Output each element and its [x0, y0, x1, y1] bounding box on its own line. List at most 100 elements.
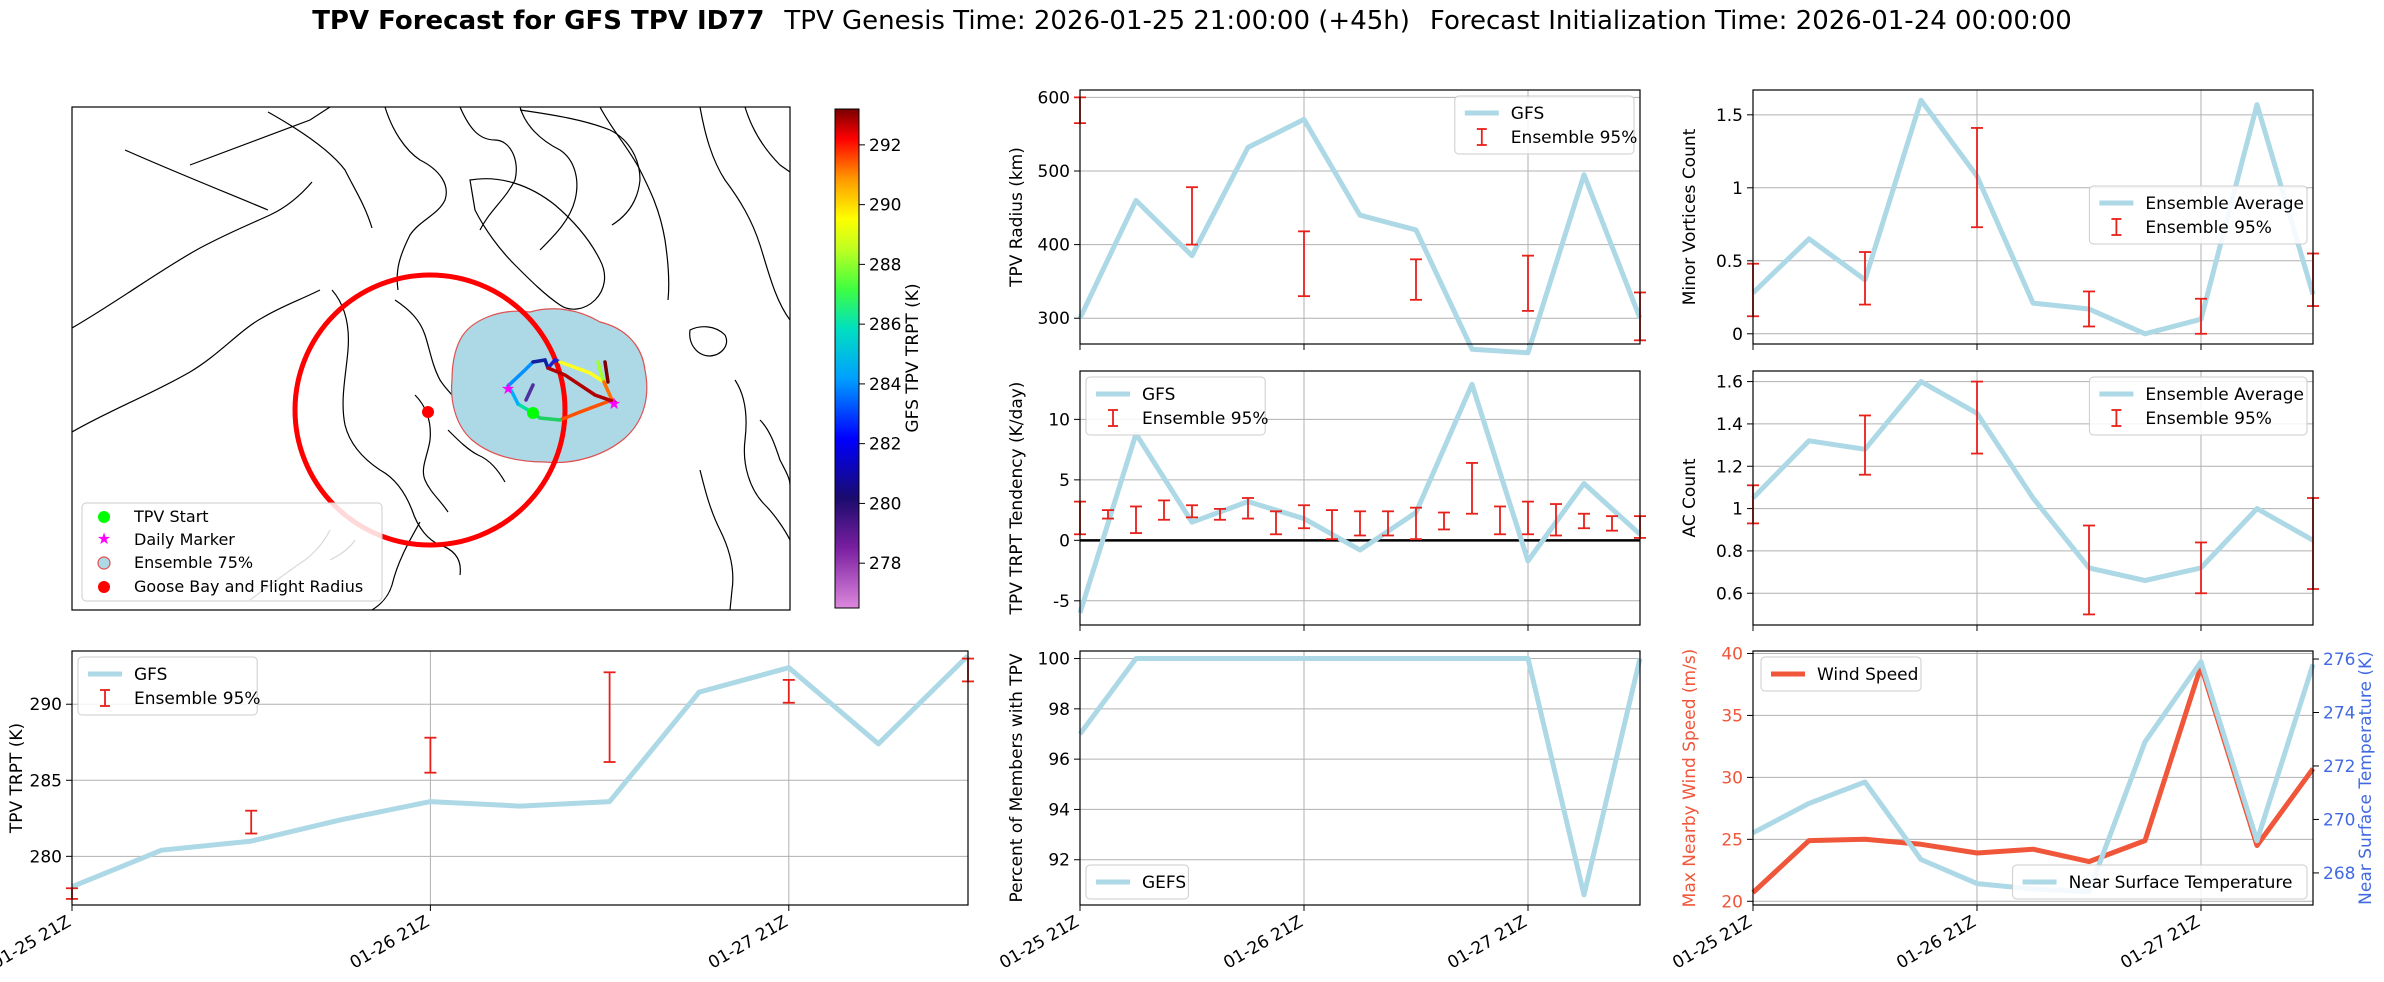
y-tick-label: 1.4: [1716, 415, 1743, 435]
legend-label: Ensemble 95%: [1142, 409, 1269, 429]
legend-box: [1085, 376, 1266, 436]
legend-daily-label: Daily Marker: [134, 530, 235, 549]
y-tick-label: 290: [30, 695, 62, 715]
legend: Ensemble Average Ensemble 95%: [2088, 376, 2308, 436]
legend-box: [2012, 864, 2308, 900]
axes-frame: [1752, 650, 2314, 906]
x-tick-label: 01-27 21Z: [2117, 912, 2203, 973]
y-tick-label: 280: [30, 847, 62, 867]
series-line: [1077, 656, 1643, 898]
y-tick-label: 285: [30, 771, 62, 791]
legend: GFS Ensemble 95%: [1454, 95, 1638, 155]
legend-goose-icon: [98, 581, 110, 593]
y-right-tick-label: 274: [2323, 703, 2355, 723]
colorbar-tick-label: 292: [869, 136, 901, 156]
y-tick-label: -5: [1053, 592, 1070, 612]
legend-label: Ensemble 95%: [2145, 218, 2272, 238]
axes-frame: [71, 650, 969, 906]
colorbar-tick-label: 288: [869, 255, 901, 275]
map-legend: ★ TPV Start Daily Marker Ensemble 75% Go…: [81, 502, 383, 602]
chart-ac: 0.6 0.8 1 1.2 1.4 1.6 AC Count Ensemble Average…: [1680, 370, 2319, 631]
colorbar-tick-label: 284: [869, 375, 901, 395]
axes-frame: [1752, 370, 2314, 626]
x-tick-label: 01-26 21Z: [347, 912, 433, 973]
title-genesis: TPV Genesis Time: 2026-01-25 21:00:00 (+…: [784, 6, 1410, 36]
colorbar-tick-label: 290: [869, 196, 901, 216]
title-bold: TPV Forecast for GFS TPV ID77: [312, 6, 765, 36]
y-tick-label: 0: [1732, 325, 1743, 345]
chart-percent: 92 94 96 98 100 01-25 21Z 01-26 21Z 01-27 21Z Pe…: [996, 650, 1643, 973]
ensemble-75-area: [450, 308, 648, 464]
y-axis-label: AC Count: [1680, 458, 1700, 537]
legend-label: Ensemble Average: [2145, 194, 2304, 214]
y-right-tick-label: 272: [2323, 757, 2355, 777]
colorbar-ticks: 278 280 282 284 286 288 290 292: [859, 136, 901, 574]
y-tick-label: 98: [1048, 700, 1070, 720]
y-tick-label: 1.2: [1716, 457, 1743, 477]
series-line: [1751, 97, 2316, 337]
legend: Near Surface Temperature: [2012, 864, 2308, 900]
series-line: [1751, 663, 2316, 895]
y-tick-label: 35: [1721, 706, 1743, 726]
axes-frame: [1079, 650, 1641, 906]
legend-box: [2088, 185, 2308, 245]
legend-label: GEFS: [1142, 873, 1186, 893]
y-tick-label: 1: [1732, 179, 1743, 199]
legend-box: [77, 656, 258, 716]
colorbar-tick-label: 278: [869, 554, 901, 574]
y-tick-label: 40: [1721, 644, 1743, 664]
legend-start-label: TPV Start: [133, 507, 209, 526]
y-axis-label: Max Nearby Wind Speed (m/s): [1680, 649, 1700, 908]
x-tick-label: 01-26 21Z: [1893, 912, 1979, 973]
y-tick-label: 1: [1732, 500, 1743, 520]
y-tick-label: 100: [1038, 650, 1070, 670]
x-tick-label: 01-26 21Z: [1220, 912, 1306, 973]
y-tick-label: 600: [1038, 88, 1070, 108]
legend-label: Ensemble 95%: [1511, 128, 1638, 148]
tpv-start-marker: [527, 407, 539, 419]
series-line: [1751, 379, 2315, 583]
y-tick-label: 10: [1048, 410, 1070, 430]
figure-title: TPV Forecast for GFS TPV ID77 TPV Genesis…: [0, 6, 2384, 36]
y-tick-label: 0: [1059, 531, 1070, 551]
legend-daily-icon: ★: [97, 529, 111, 548]
colorbar-tick-label: 282: [869, 435, 901, 455]
daily-marker-1: ★: [501, 379, 515, 398]
legend-box: [1760, 656, 1922, 692]
x-tick-label: 01-27 21Z: [705, 912, 791, 973]
coastlines: [72, 107, 790, 610]
map-panel: ★ ★ ★ TPV Start Daily Marker Ensemble 75…: [71, 106, 923, 611]
legend-label: GFS: [1511, 104, 1544, 124]
legend: GFS Ensemble 95%: [77, 656, 261, 716]
y-tick-label: 20: [1721, 892, 1743, 912]
y-axis-label: TPV Radius (km): [1007, 147, 1027, 288]
y-tick-label: 0.6: [1716, 584, 1743, 604]
daily-marker-2: ★: [607, 394, 621, 413]
legend-label: GFS: [134, 665, 167, 685]
legend-label: GFS: [1142, 385, 1175, 405]
series-line: [71, 653, 970, 890]
y-tick-label: 300: [1038, 309, 1070, 329]
chart-trpt: 280 285 290 01-25 21Z 01-26 21Z 01-27 21Z TPV …: [0, 650, 974, 973]
flight-radius-circle: [292, 272, 568, 548]
legend-box: [1085, 864, 1189, 900]
y-tick-label: 400: [1038, 236, 1070, 256]
legend-ensemble-icon: [97, 556, 111, 570]
y-tick-label: 94: [1048, 800, 1070, 820]
y-tick-label: 25: [1721, 830, 1743, 850]
y-tick-label: 5: [1059, 471, 1070, 491]
legend: GFS Ensemble 95%: [1085, 376, 1269, 436]
y-axis-label: Minor Vortices Count: [1680, 128, 1700, 305]
y-right-tick-label: 270: [2323, 810, 2355, 830]
legend-goose-label: Goose Bay and Flight Radius: [134, 577, 363, 596]
chart-minor: 0 0.5 1 1.5 Minor Vortices Count Ensemble Ave…: [1680, 89, 2319, 350]
colorbar-label: GFS TPV TRPT (K): [903, 283, 923, 432]
y-tick-label: 1.6: [1716, 373, 1743, 393]
y-axis-label: Percent of Members with TPV: [1007, 653, 1027, 902]
legend: Wind Speed: [1760, 656, 1922, 692]
legend-box: [2088, 376, 2308, 436]
legend-start-icon: [98, 511, 110, 523]
legend-label: Ensemble 95%: [2145, 409, 2272, 429]
y-right-tick-label: 276: [2323, 650, 2355, 670]
x-tick-label: 01-27 21Z: [1444, 912, 1530, 973]
